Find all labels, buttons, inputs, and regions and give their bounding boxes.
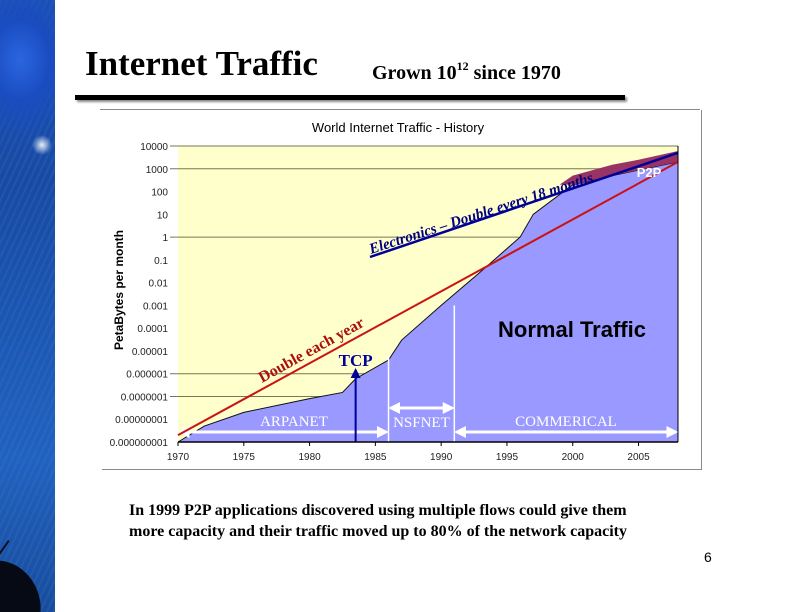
y-tick-label: 0.001 xyxy=(143,301,168,312)
y-tick-label: 0.00000001 xyxy=(115,415,168,426)
era-label-nsfnet: NSFNET xyxy=(393,415,450,431)
y-tick-label: 10000 xyxy=(140,142,168,153)
slide-title: Internet Traffic xyxy=(85,44,318,83)
y-tick-label: 1 xyxy=(162,233,168,244)
page-number: 6 xyxy=(704,549,712,565)
tcp-label: TCP xyxy=(339,351,373,370)
era-label-commerical: COMMERICAL xyxy=(515,414,617,430)
slide-caption: In 1999 P2P applications discovered usin… xyxy=(129,500,627,542)
normal-traffic-label: Normal Traffic xyxy=(498,317,646,342)
p2p-area xyxy=(559,151,678,185)
y-tick-label: 0.1 xyxy=(154,256,168,267)
chart-top-border xyxy=(100,109,700,110)
era-label-arpanet: ARPANET xyxy=(260,414,328,430)
caption-line-2: more capacity and their traffic moved up… xyxy=(129,523,627,540)
y-tick-label: 0.00001 xyxy=(132,347,169,358)
chart-title: World Internet Traffic - History xyxy=(312,120,485,135)
slide-subtitle: Grown 1012 since 1970 xyxy=(372,59,561,84)
double-each-year-line xyxy=(177,161,679,437)
y-axis-label: PetaBytes per month xyxy=(112,230,126,350)
y-tick-label: 0.01 xyxy=(149,279,169,290)
decorative-sidebar-image xyxy=(0,0,55,612)
normal-traffic-outline xyxy=(177,161,679,443)
y-tick-label: 0.000000001 xyxy=(110,438,169,449)
x-tick-label: 1975 xyxy=(233,452,256,463)
x-tick-label: 2005 xyxy=(627,452,650,463)
title-underline xyxy=(75,95,625,100)
normal-traffic-area xyxy=(178,161,678,442)
y-tick-label: 0.0001 xyxy=(137,324,168,335)
x-tick-label: 2000 xyxy=(562,452,585,463)
y-tick-label: 100 xyxy=(151,188,168,199)
y-tick-label: 0.000001 xyxy=(126,370,168,381)
p2p-label: P2P xyxy=(637,165,662,180)
x-tick-label: 1970 xyxy=(167,452,190,463)
x-tick-label: 1985 xyxy=(364,452,387,463)
y-tick-label: 10 xyxy=(157,210,169,221)
x-tick-label: 1990 xyxy=(430,452,453,463)
x-tick-label: 1980 xyxy=(298,452,321,463)
chart-frame xyxy=(102,110,702,470)
caption-line-1: In 1999 P2P applications discovered usin… xyxy=(129,502,627,519)
y-tick-label: 1000 xyxy=(146,165,169,176)
x-tick-label: 1995 xyxy=(496,452,519,463)
electronics-line xyxy=(369,151,679,259)
y-tick-label: 0.0000001 xyxy=(121,392,169,403)
plot-area: 10000 1000 100 10 1 0.1 0.01 0.001 0.0001 0.00001… xyxy=(110,142,679,463)
